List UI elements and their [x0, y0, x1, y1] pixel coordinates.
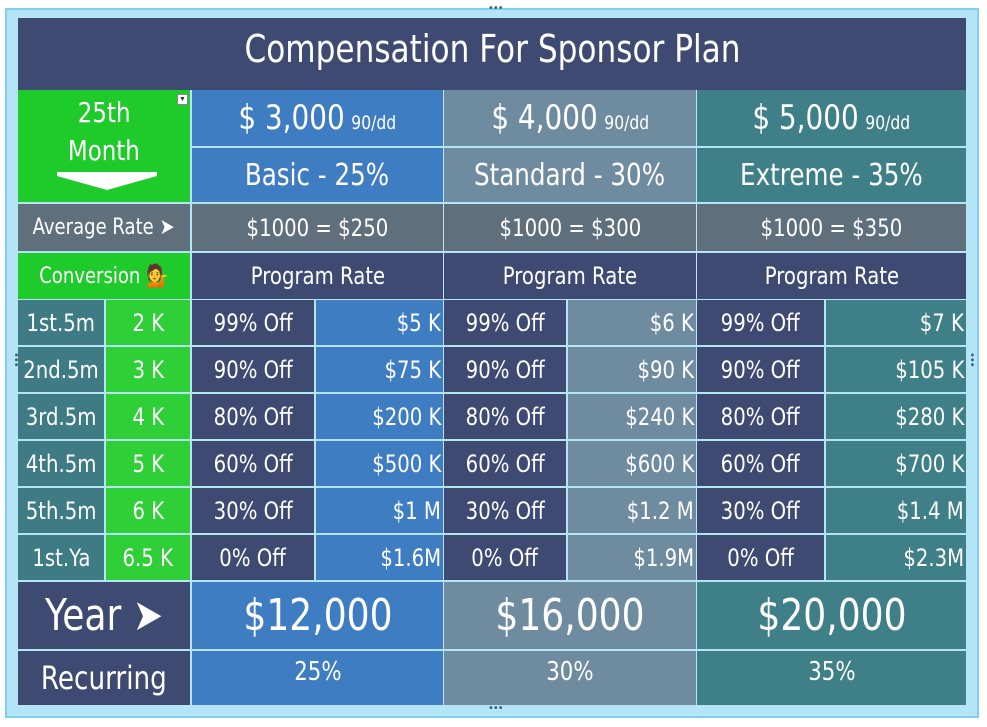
recurring-extreme: 35% [697, 651, 966, 705]
program-rate-extreme: Program Rate [697, 253, 966, 299]
title-underbar [18, 80, 966, 90]
year-total-standard: $16,000 [444, 582, 696, 649]
extreme-amount-cell: $105 K [826, 347, 966, 392]
plan-name-extreme: Extreme - 35% [697, 148, 966, 202]
standard-amount-cell: $240 K [568, 394, 696, 439]
extreme-amount-cell: $7 K [826, 300, 966, 345]
extreme-discount-cell: 0% Off [697, 535, 824, 580]
extreme-discount-cell: 30% Off [697, 488, 824, 533]
plan-title-bar: Compensation For Sponsor Plan [18, 18, 966, 80]
basic-amount-cell: $5 K [316, 300, 443, 345]
plan-price-standard: $ 4,000 90/dd [444, 90, 696, 146]
plan-price-extreme: $ 5,000 90/dd [697, 90, 966, 146]
standard-discount-cell: 99% Off [444, 300, 566, 345]
extreme-amount-cell: $280 K [826, 394, 966, 439]
conversion-cell: 4 K [106, 394, 190, 439]
basic-discount-cell: 30% Off [192, 488, 314, 533]
extreme-discount-cell: 80% Off [697, 394, 824, 439]
extreme-amount-cell: $1.4 M [826, 488, 966, 533]
resize-handle-right[interactable]: ••• [966, 352, 977, 367]
down-arrow-stem [57, 172, 157, 176]
program-rate-standard: Program Rate [444, 253, 696, 299]
average-rate-basic: $1000 = $250 [192, 204, 443, 251]
year-label: Year ➤ [18, 582, 190, 649]
month-label: Month [68, 134, 140, 167]
recurring-standard: 30% [444, 651, 696, 705]
period-cell: 3rd.5m [18, 394, 104, 439]
extreme-discount-cell: 99% Off [697, 300, 824, 345]
standard-amount-cell: $1.2 M [568, 488, 696, 533]
standard-amount-cell: $90 K [568, 347, 696, 392]
extreme-discount-cell: 90% Off [697, 347, 824, 392]
extreme-amount-cell: $2.3M [826, 535, 966, 580]
extreme-discount-cell: 60% Off [697, 441, 824, 486]
average-rate-standard: $1000 = $300 [444, 204, 696, 251]
period-cell: 1st.5m [18, 300, 104, 345]
period-cell: 5th.5m [18, 488, 104, 533]
extreme-amount-cell: $700 K [826, 441, 966, 486]
conversion-cell: 6.5 K [106, 535, 190, 580]
basic-amount-cell: $500 K [316, 441, 443, 486]
plan-name-basic: Basic - 25% [192, 148, 443, 202]
program-rate-basic: Program Rate [192, 253, 443, 299]
standard-amount-cell: $6 K [568, 300, 696, 345]
standard-amount-cell: $1.9M [568, 535, 696, 580]
basic-discount-cell: 90% Off [192, 347, 314, 392]
page-title: Compensation For Sponsor Plan [243, 27, 741, 71]
standard-discount-cell: 30% Off [444, 488, 566, 533]
recurring-basic: 25% [192, 651, 443, 705]
plan-price-basic: $ 3,000 90/dd [192, 90, 443, 146]
basic-amount-cell: $1.6M [316, 535, 443, 580]
period-cell: 1st.Ya [18, 535, 104, 580]
conversion-label: Conversion 💁 [18, 253, 190, 299]
year-total-extreme: $20,000 [697, 582, 966, 649]
plan-name-standard: Standard - 30% [444, 148, 696, 202]
basic-discount-cell: 99% Off [192, 300, 314, 345]
average-rate-label: Average Rate ➤ [18, 204, 190, 251]
down-arrow-icon [57, 176, 157, 190]
conversion-cell: 6 K [106, 488, 190, 533]
basic-discount-cell: 0% Off [192, 535, 314, 580]
average-rate-extreme: $1000 = $350 [697, 204, 966, 251]
year-total-basic: $12,000 [192, 582, 443, 649]
standard-discount-cell: 80% Off [444, 394, 566, 439]
standard-amount-cell: $600 K [568, 441, 696, 486]
standard-discount-cell: 90% Off [444, 347, 566, 392]
resize-handle-left[interactable]: ••• [10, 352, 21, 367]
resize-handle-bottom[interactable]: ••• [488, 703, 504, 714]
recurring-label: Recurring [18, 651, 190, 705]
basic-discount-cell: 80% Off [192, 394, 314, 439]
basic-discount-cell: 60% Off [192, 441, 314, 486]
standard-discount-cell: 60% Off [444, 441, 566, 486]
standard-discount-cell: 0% Off [444, 535, 566, 580]
period-cell: 2nd.5m [18, 347, 104, 392]
basic-amount-cell: $200 K [316, 394, 443, 439]
conversion-cell: 2 K [106, 300, 190, 345]
period-cell: 4th.5m [18, 441, 104, 486]
basic-amount-cell: $75 K [316, 347, 443, 392]
month-number: 25th [77, 96, 131, 129]
resize-handle-top[interactable]: ••• [488, 3, 504, 14]
conversion-cell: 5 K [106, 441, 190, 486]
chevron-down-icon[interactable]: ▼ [177, 94, 188, 105]
conversion-cell: 3 K [106, 347, 190, 392]
basic-amount-cell: $1 M [316, 488, 443, 533]
